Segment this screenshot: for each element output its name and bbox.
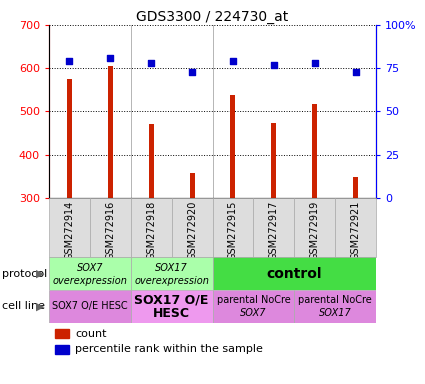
Text: SOX7: SOX7	[240, 308, 266, 318]
Point	[230, 58, 236, 64]
Text: SOX17: SOX17	[319, 308, 351, 318]
Bar	[131, 290, 212, 323]
Text: control: control	[266, 266, 322, 281]
Bar	[90, 198, 131, 257]
Text: percentile rank within the sample: percentile rank within the sample	[75, 344, 263, 354]
Text: HESC: HESC	[153, 307, 190, 320]
Point	[312, 60, 318, 66]
Text: SOX17 O/E: SOX17 O/E	[134, 294, 209, 307]
Bar	[294, 198, 335, 257]
Point	[107, 55, 113, 61]
Text: GSM272915: GSM272915	[228, 201, 238, 260]
Text: overexpression: overexpression	[134, 276, 209, 286]
Bar	[312, 104, 317, 198]
Bar	[55, 345, 68, 354]
Text: GSM272914: GSM272914	[64, 201, 74, 260]
Bar	[67, 79, 72, 198]
Text: GSM272917: GSM272917	[269, 201, 279, 260]
Text: GSM272916: GSM272916	[105, 201, 115, 260]
Text: protocol: protocol	[2, 268, 47, 279]
Bar	[353, 177, 358, 198]
Bar	[149, 124, 153, 198]
Bar	[230, 95, 235, 198]
Text: ▶: ▶	[36, 301, 45, 311]
Bar	[49, 198, 90, 257]
Text: GSM272920: GSM272920	[187, 201, 197, 260]
Bar	[294, 290, 376, 323]
Bar	[335, 198, 376, 257]
Bar	[49, 290, 131, 323]
Text: ▶: ▶	[36, 268, 45, 279]
Text: cell line: cell line	[2, 301, 45, 311]
Text: SOX17: SOX17	[155, 263, 188, 273]
Bar	[190, 173, 195, 198]
Text: SOX7: SOX7	[76, 263, 103, 273]
Title: GDS3300 / 224730_at: GDS3300 / 224730_at	[136, 10, 289, 24]
Bar	[272, 123, 276, 198]
Bar	[108, 66, 113, 198]
Text: GSM272919: GSM272919	[310, 201, 320, 260]
Bar	[49, 257, 131, 290]
Bar	[55, 329, 68, 338]
Text: GSM272918: GSM272918	[146, 201, 156, 260]
Bar	[131, 257, 212, 290]
Bar	[212, 290, 294, 323]
Bar	[212, 198, 253, 257]
Text: parental NoCre: parental NoCre	[216, 295, 290, 305]
Bar	[253, 198, 294, 257]
Bar	[131, 198, 172, 257]
Text: parental NoCre: parental NoCre	[298, 295, 372, 305]
Text: count: count	[75, 329, 107, 339]
Bar	[172, 198, 212, 257]
Point	[66, 58, 73, 64]
Point	[352, 68, 359, 74]
Point	[148, 60, 155, 66]
Text: SOX7 O/E HESC: SOX7 O/E HESC	[52, 301, 128, 311]
Bar	[212, 257, 376, 290]
Text: GSM272921: GSM272921	[351, 201, 361, 260]
Point	[189, 68, 196, 74]
Point	[270, 61, 277, 68]
Text: overexpression: overexpression	[52, 276, 127, 286]
